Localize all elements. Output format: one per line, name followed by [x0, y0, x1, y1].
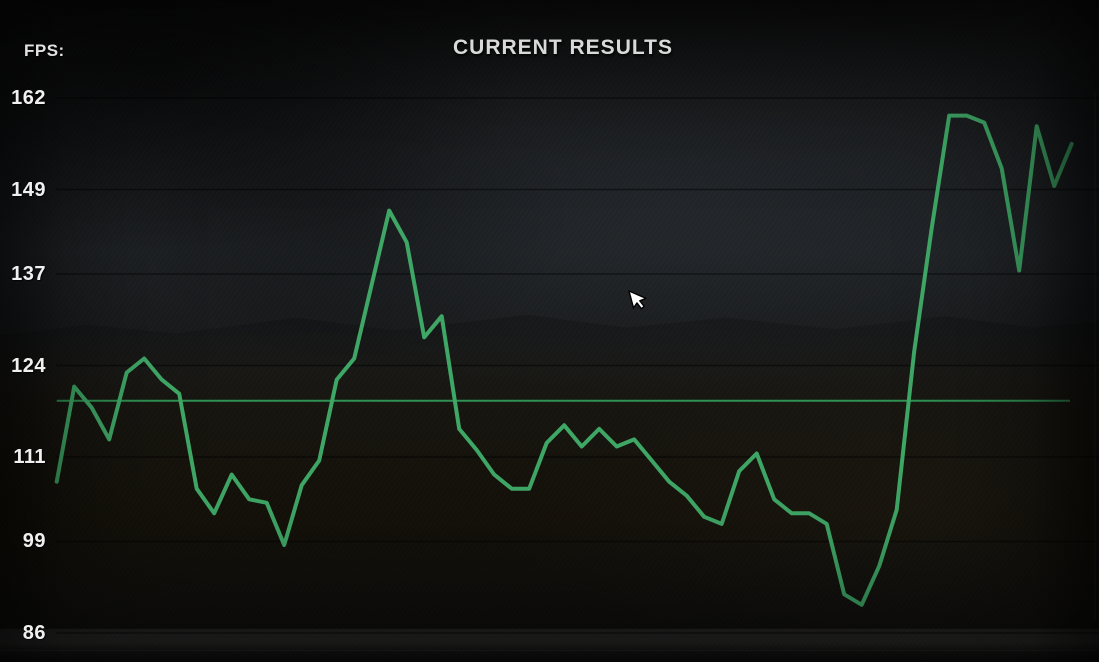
y-tick-label-137: 137: [11, 263, 46, 285]
mouse-cursor: [627, 289, 647, 315]
y-tick-label-162: 162: [11, 87, 46, 109]
page-title: CURRENT RESULTS: [453, 36, 673, 59]
y-axis-label: FPS:: [24, 41, 65, 60]
background-road: [0, 628, 1099, 662]
y-tick-label-86: 86: [22, 622, 46, 644]
fps-series-line: [54, 113, 1074, 607]
y-tick-label-149: 149: [11, 179, 46, 201]
y-tick-label-111: 111: [13, 446, 46, 468]
mouse-cursor-arrow: [628, 290, 647, 310]
y-tick-label-99: 99: [22, 530, 46, 552]
gridlines: [56, 97, 1099, 634]
y-tick-label-124: 124: [11, 355, 46, 377]
background-road-line: [0, 650, 1099, 651]
background-pole: [1094, 92, 1096, 620]
